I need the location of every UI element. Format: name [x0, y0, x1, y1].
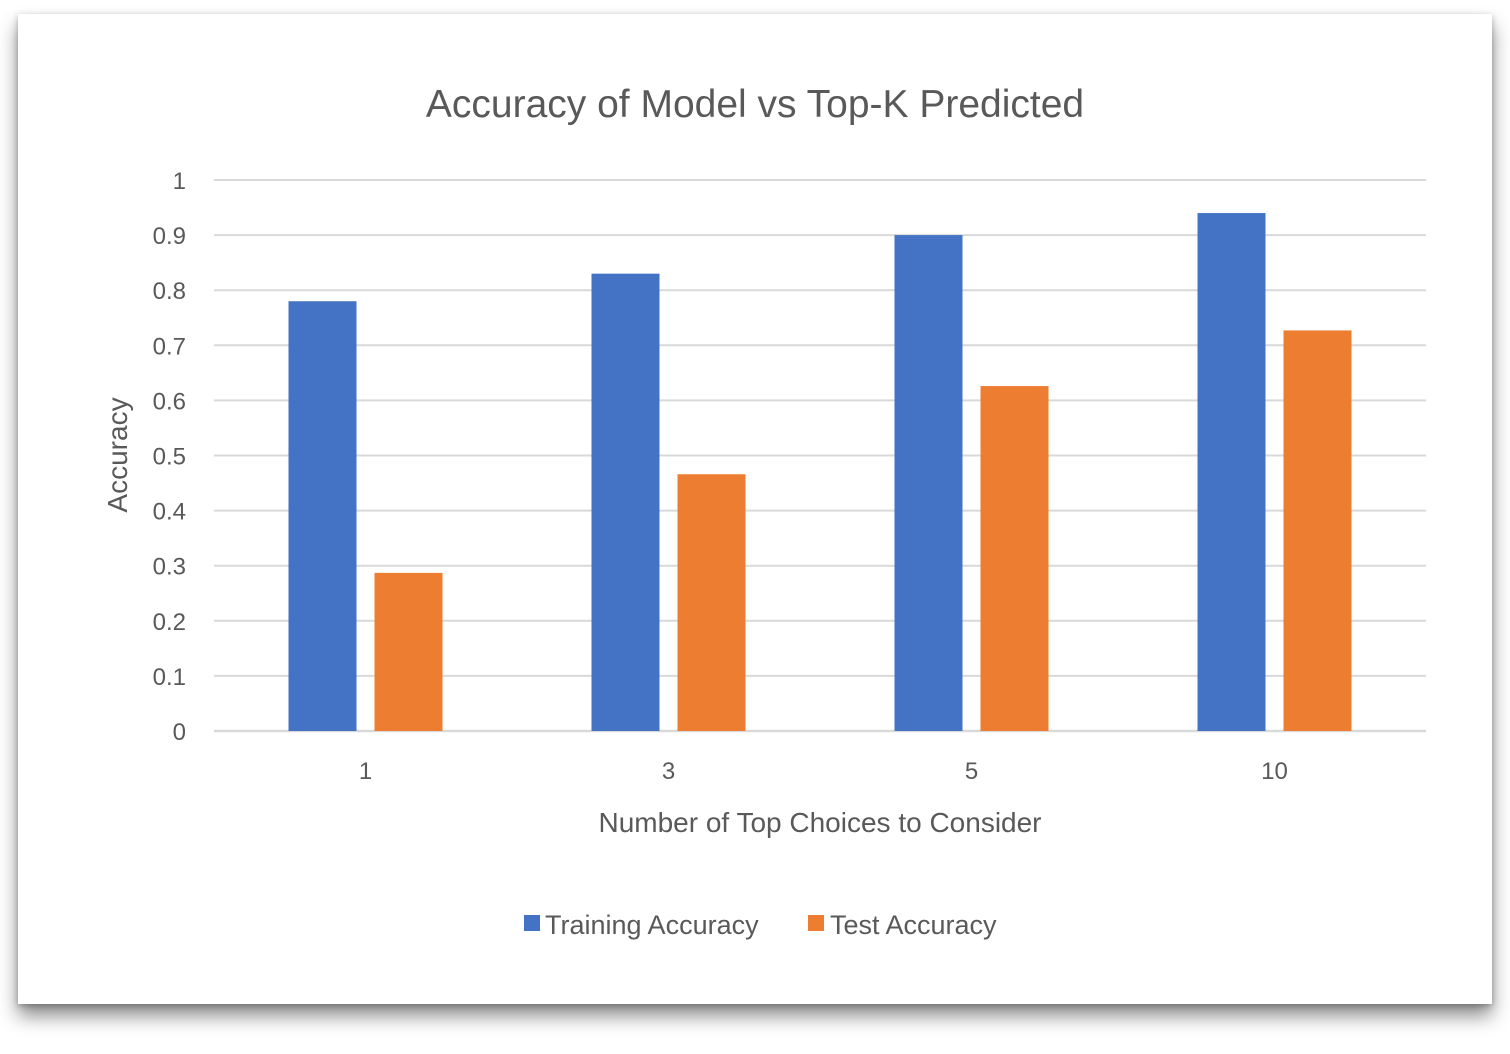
legend-item-training-accuracy: Training Accuracy [524, 910, 759, 940]
x-axis-ticks: 1 3 5 10 [359, 758, 1288, 785]
y-axis-ticks: 0 0.1 0.2 0.3 0.4 0.5 0.6 0.7 0.8 0.9 1 [153, 168, 186, 746]
bar-test-accuracy-1 [374, 572, 443, 731]
bars [288, 213, 1352, 731]
legend-label: Training Accuracy [545, 910, 759, 940]
bar-test-accuracy-5 [980, 386, 1049, 731]
x-tick-label: 1 [359, 758, 372, 785]
bar-training-accuracy-10 [1197, 213, 1266, 731]
y-tick-label: 0.5 [153, 444, 186, 471]
bar-test-accuracy-10 [1283, 330, 1352, 731]
bar-training-accuracy-1 [288, 301, 357, 731]
x-tick-label: 10 [1261, 758, 1288, 785]
legend: Training Accuracy Test Accuracy [524, 910, 997, 940]
chart-title: Accuracy of Model vs Top-K Predicted [426, 83, 1084, 126]
bar-training-accuracy-3 [591, 273, 660, 731]
legend-item-test-accuracy: Test Accuracy [808, 910, 997, 940]
y-tick-label: 0.9 [153, 223, 186, 250]
bar-test-accuracy-3 [677, 474, 746, 731]
x-tick-label: 3 [662, 758, 675, 785]
bar-training-accuracy-5 [894, 235, 963, 731]
y-tick-label: 1 [173, 168, 186, 195]
y-tick-label: 0.3 [153, 554, 186, 581]
y-tick-label: 0 [173, 719, 186, 746]
legend-swatch [808, 915, 824, 931]
x-axis-title: Number of Top Choices to Consider [598, 807, 1041, 838]
legend-label: Test Accuracy [830, 910, 997, 940]
x-tick-label: 5 [965, 758, 978, 785]
y-tick-label: 0.1 [153, 664, 186, 691]
y-tick-label: 0.8 [153, 278, 186, 305]
y-tick-label: 0.7 [153, 333, 186, 360]
y-tick-label: 0.4 [153, 499, 186, 526]
y-axis-title: Accuracy [102, 397, 133, 512]
legend-swatch [524, 915, 540, 931]
y-tick-label: 0.2 [153, 609, 186, 636]
y-tick-label: 0.6 [153, 388, 186, 415]
